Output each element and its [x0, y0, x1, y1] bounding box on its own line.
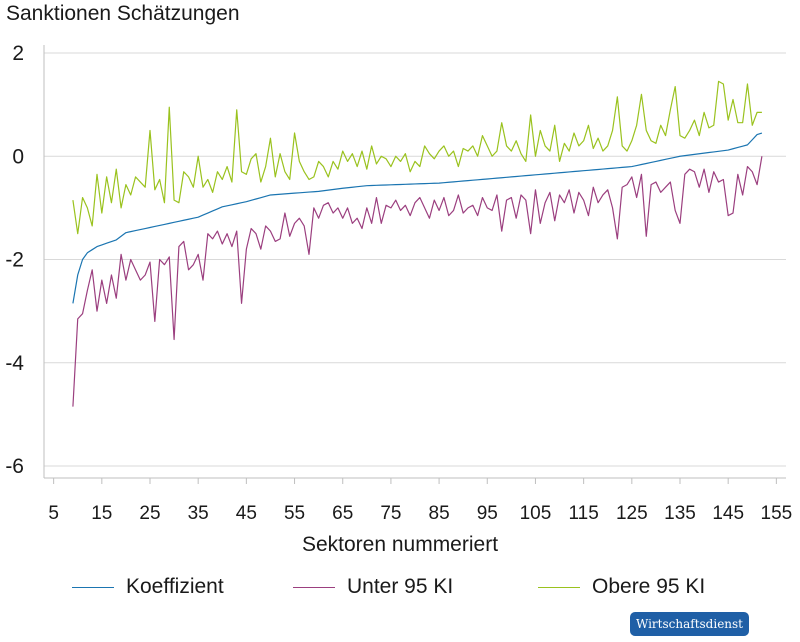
x-tick-label: 5 — [48, 503, 59, 524]
series-line-obere-95-ki — [72, 80, 762, 235]
y-tick-label: 2 — [12, 42, 24, 65]
legend-item-obere-95-ki: Obere 95 KI — [538, 575, 705, 599]
x-tick-label: 135 — [664, 503, 696, 524]
wirtschaftsdienst-logo: Wirtschaftsdienst — [630, 612, 749, 636]
series-line-unter-95-ki — [72, 156, 763, 407]
series-line-koeffizient — [72, 132, 763, 304]
y-tick-label: 0 — [12, 145, 24, 168]
chart-title: Sanktionen Schätzungen — [6, 2, 240, 25]
y-tick-label: -6 — [5, 455, 24, 478]
y-tick-label: -4 — [5, 352, 24, 375]
x-axis-ticks: 5 15 25 35 45 55 65 75 85 95 105 115 125 135 145 155 — [48, 478, 792, 524]
x-tick-label: 15 — [91, 503, 112, 524]
x-tick-label: 145 — [712, 503, 744, 524]
legend-label-unter-95-ki: Unter 95 KI — [347, 575, 454, 598]
legend-item-koeffizient: Koeffizient — [72, 575, 224, 599]
x-tick-label: 45 — [236, 503, 257, 524]
x-tick-label: 115 — [568, 503, 598, 524]
x-tick-label: 55 — [284, 503, 305, 524]
y-tick-label: -2 — [5, 249, 24, 272]
legend-swatch-unter-95-ki — [293, 586, 335, 588]
legend-label-koeffizient: Koeffizient — [126, 575, 224, 598]
x-tick-label: 25 — [139, 503, 160, 524]
gridlines — [43, 45, 786, 479]
legend-label-obere-95-ki: Obere 95 KI — [592, 575, 706, 598]
legend-item-unter-95-ki: Unter 95 KI — [293, 575, 453, 599]
y-axis-ticks: 2 0 -2 -4 -6 — [5, 42, 24, 478]
legend-swatch-koeffizient — [72, 586, 114, 588]
x-tick-label: 85 — [429, 503, 450, 524]
x-tick-label: 75 — [380, 503, 401, 524]
x-tick-label: 105 — [520, 503, 552, 524]
legend-swatch-obere-95-ki — [538, 586, 580, 588]
x-tick-label: 65 — [332, 503, 353, 524]
legend: Koeffizient Unter 95 KI Obere 95 KI — [0, 575, 800, 605]
x-axis-label: Sektoren nummeriert — [301, 533, 499, 556]
x-tick-label: 125 — [616, 503, 648, 524]
x-tick-label: 35 — [188, 503, 209, 524]
x-tick-label: 95 — [477, 503, 498, 524]
series-lines — [72, 80, 763, 407]
x-tick-label: 155 — [761, 503, 793, 524]
